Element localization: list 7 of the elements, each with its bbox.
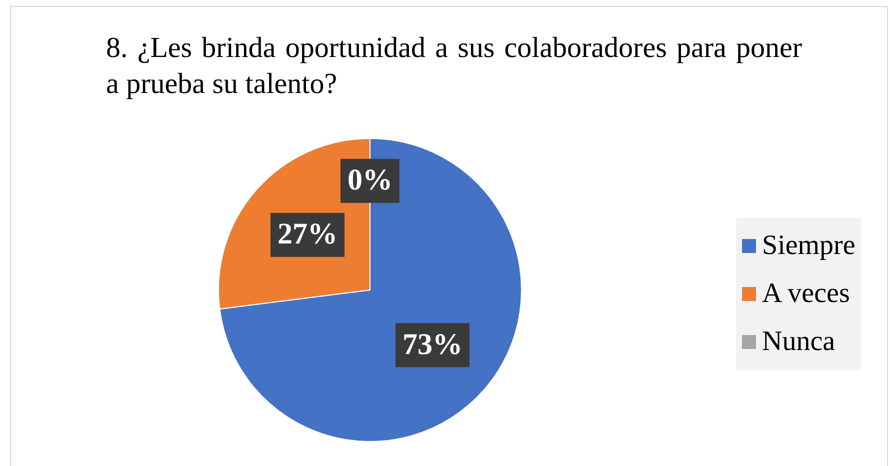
data-label: 27% <box>277 218 338 251</box>
chart-title: 8. ¿Les brinda oportunidad a sus colaboradores para poner a prueba su talento? <box>106 31 802 102</box>
text: 0% <box>348 164 392 197</box>
data-label: 73% <box>402 328 463 361</box>
legend-label: Nunca <box>762 326 836 358</box>
legend-label: Siempre <box>762 230 856 262</box>
legend-label: A veces <box>762 278 850 310</box>
